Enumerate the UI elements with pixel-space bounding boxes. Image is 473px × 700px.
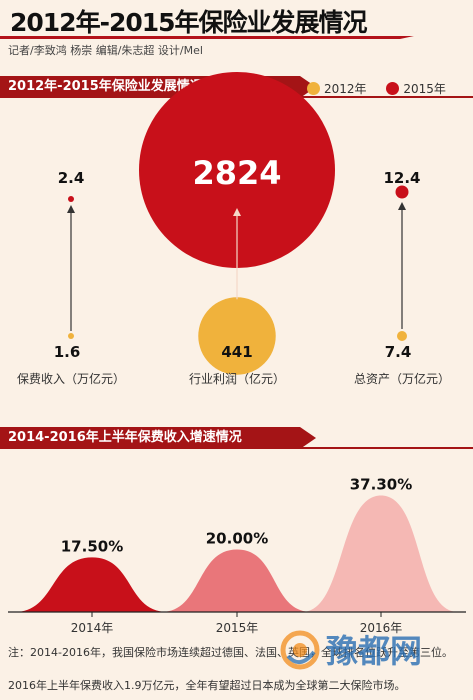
legend-item-2015: 2015年 [386, 80, 446, 97]
watermark-logo-graphic: 豫都网 [280, 630, 422, 670]
legend-item-2012: 2012年 [307, 80, 367, 97]
growth-value-label: 20.00% [206, 530, 268, 548]
legend-label-2012: 2012年 [324, 82, 367, 96]
growth-value-label: 17.50% [61, 537, 123, 555]
assets-2012-value: 7.4 [385, 343, 412, 361]
watermark-logo: 豫都网 [278, 626, 468, 674]
title-underline [0, 36, 414, 39]
growth-category-label: 2014年 [71, 621, 114, 635]
page-title: 2012年-2015年保险业发展情况 [10, 8, 368, 37]
premium-2015-bubble [68, 196, 74, 202]
premium-category-label: 保费收入（万亿元） [17, 371, 125, 386]
growth-category-label: 2016年 [360, 621, 403, 635]
legend-label-2015: 2015年 [403, 82, 446, 96]
premium-2015-value: 2.4 [58, 169, 85, 187]
profit-arrow-head [233, 208, 241, 216]
legend-swatch-2015 [386, 82, 400, 95]
profit-2015-bubble [139, 72, 335, 268]
growth-curve-2016年 [302, 495, 458, 612]
section2-title: 2014-2016年上半年保费收入增速情况 [0, 427, 316, 449]
premium-2012-value: 1.6 [54, 343, 81, 361]
profit-2012-bubble [198, 297, 276, 375]
growth-value-label: 37.30% [350, 475, 412, 493]
assets-category-label: 总资产（万亿元） [354, 371, 450, 386]
premium-2012-bubble [68, 333, 74, 339]
svg-text:豫都网: 豫都网 [326, 632, 422, 670]
premium-arrow-head [67, 205, 75, 213]
footnote-1: 注：2014-2016年，我国保险市场连续超过德国、法国、英国，全球排名位跃升至… [8, 646, 453, 659]
footnote-2: 2016年上半年保费收入1.9万亿元，全年有望超过日本成为全球第二大保险市场。 [8, 679, 406, 692]
growth-curve-2015年 [161, 549, 312, 612]
assets-2015-value: 12.4 [383, 169, 420, 187]
profit-2012-value: 441 [221, 343, 252, 361]
profit-2015-value: 2824 [192, 154, 281, 192]
legend-swatch-2012 [307, 82, 320, 95]
credits: 记者/李致鸿 杨崇 编辑/朱志超 设计/Mel [8, 44, 203, 57]
legend: 2012年 2015年 [307, 80, 462, 98]
growth-category-label: 2015年 [216, 621, 259, 635]
assets-2012-bubble [396, 330, 408, 342]
profit-category-label: 行业利润（亿元） [189, 371, 285, 386]
growth-curve-2014年 [14, 557, 168, 612]
assets-2015-bubble [395, 185, 409, 199]
assets-arrow-head [398, 202, 406, 210]
